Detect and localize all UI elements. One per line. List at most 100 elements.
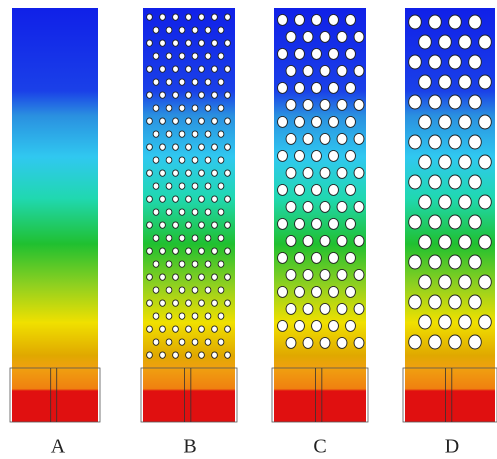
hole xyxy=(479,35,492,49)
hole xyxy=(346,150,356,161)
hole xyxy=(225,14,231,20)
hole xyxy=(225,300,231,306)
hole xyxy=(205,183,211,189)
hole xyxy=(179,27,185,33)
label: D xyxy=(445,436,459,458)
hole xyxy=(166,339,172,345)
hole xyxy=(320,133,330,144)
hole xyxy=(160,300,166,306)
hole xyxy=(469,215,482,229)
hole xyxy=(469,295,482,309)
hole xyxy=(312,48,322,59)
hole xyxy=(346,48,356,59)
hole xyxy=(166,27,172,33)
hole xyxy=(153,313,159,319)
hole xyxy=(186,144,192,150)
hole xyxy=(278,218,288,229)
hole xyxy=(278,150,288,161)
hole xyxy=(218,53,224,59)
hole xyxy=(205,53,211,59)
hole xyxy=(173,14,179,20)
hole xyxy=(303,31,313,42)
hole xyxy=(320,31,330,42)
hole xyxy=(186,352,192,358)
hole xyxy=(173,118,179,124)
hole xyxy=(225,274,231,280)
hole xyxy=(337,235,347,246)
hole xyxy=(218,131,224,137)
hole xyxy=(179,313,185,319)
hole xyxy=(439,155,452,169)
page: {"labels": ["A", "B", "C", "D"]} A B C D… xyxy=(0,0,497,459)
hole xyxy=(205,287,211,293)
hole xyxy=(286,337,296,348)
hole xyxy=(205,313,211,319)
hole xyxy=(337,99,347,110)
hole xyxy=(419,115,432,129)
hole xyxy=(173,352,179,358)
hole xyxy=(429,255,442,269)
hole xyxy=(160,274,166,280)
hole xyxy=(218,79,224,85)
hole xyxy=(439,115,452,129)
hole xyxy=(439,75,452,89)
hole xyxy=(147,326,153,332)
hole xyxy=(205,261,211,267)
hole xyxy=(354,167,364,178)
hole xyxy=(212,222,218,228)
hole xyxy=(225,352,231,358)
hole xyxy=(320,99,330,110)
hole xyxy=(153,105,159,111)
hole xyxy=(312,184,322,195)
hole xyxy=(153,27,159,33)
hole xyxy=(286,133,296,144)
hole xyxy=(479,75,492,89)
hole xyxy=(212,66,218,72)
hole xyxy=(160,326,166,332)
hole xyxy=(278,48,288,59)
hole xyxy=(179,105,185,111)
hole xyxy=(329,320,339,331)
hole xyxy=(286,99,296,110)
hole xyxy=(439,315,452,329)
hole xyxy=(173,144,179,150)
hole xyxy=(218,27,224,33)
hole xyxy=(147,40,153,46)
hole xyxy=(192,157,198,163)
hole xyxy=(199,352,205,358)
hole xyxy=(173,326,179,332)
hole xyxy=(153,287,159,293)
hole xyxy=(312,82,322,93)
hole xyxy=(153,183,159,189)
hole xyxy=(346,252,356,263)
hole xyxy=(419,155,432,169)
hole xyxy=(205,105,211,111)
hole xyxy=(295,116,305,127)
hole xyxy=(199,274,205,280)
hole xyxy=(199,170,205,176)
hole xyxy=(192,131,198,137)
hole xyxy=(346,82,356,93)
hole xyxy=(212,92,218,98)
hole xyxy=(354,31,364,42)
hole xyxy=(278,286,288,297)
hole xyxy=(337,65,347,76)
hole xyxy=(295,320,305,331)
hole xyxy=(225,248,231,254)
hole xyxy=(173,196,179,202)
hole xyxy=(295,82,305,93)
hole xyxy=(192,183,198,189)
hole xyxy=(320,337,330,348)
hole xyxy=(218,157,224,163)
hole xyxy=(449,215,462,229)
hole xyxy=(459,155,472,169)
hole xyxy=(153,339,159,345)
hole xyxy=(179,183,185,189)
hole xyxy=(439,195,452,209)
hole xyxy=(173,274,179,280)
hole xyxy=(160,92,166,98)
hole xyxy=(160,66,166,72)
hole xyxy=(192,79,198,85)
hole xyxy=(346,218,356,229)
hole xyxy=(166,157,172,163)
